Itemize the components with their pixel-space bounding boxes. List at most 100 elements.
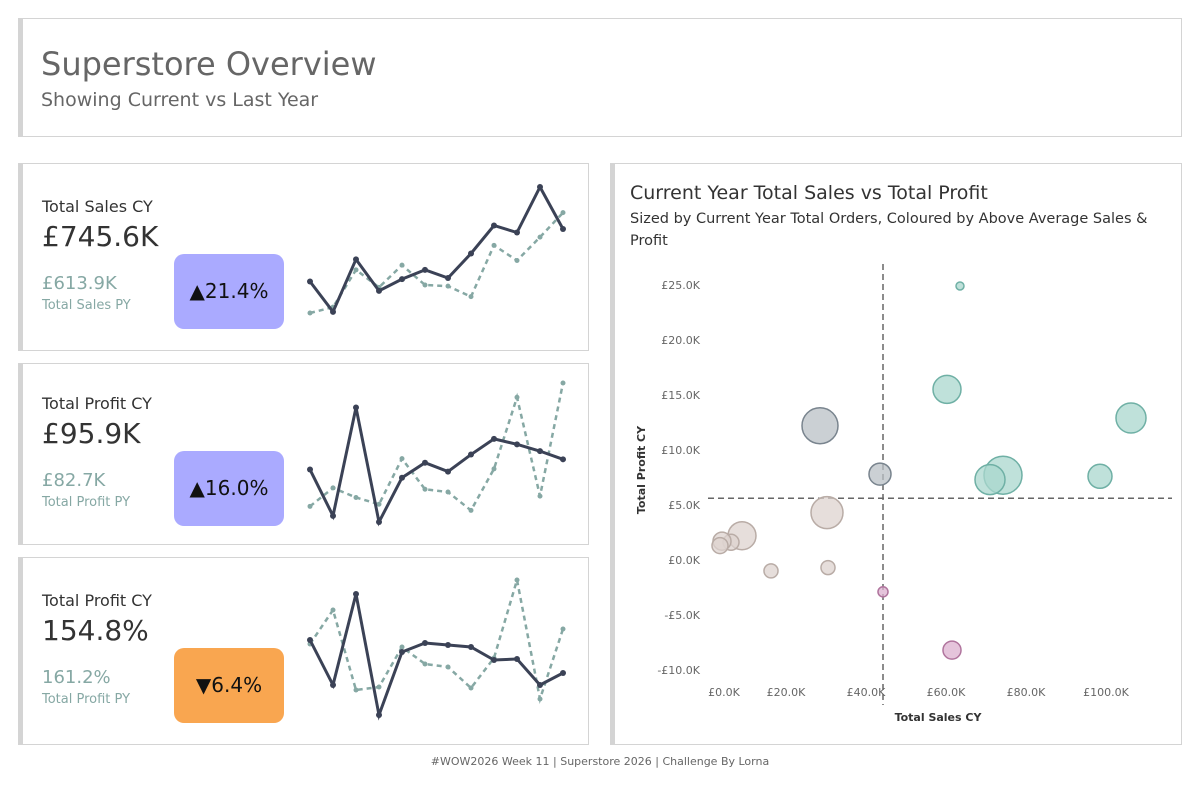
sparkline-dot bbox=[307, 637, 313, 643]
sparkline-dot bbox=[422, 640, 428, 646]
sparkline-dot bbox=[376, 519, 382, 525]
sparkline-dot bbox=[560, 210, 566, 216]
sparkline-dot bbox=[468, 507, 474, 513]
sparkline-dot bbox=[307, 503, 313, 509]
sparkline-dot bbox=[376, 712, 382, 718]
sparkline-dot bbox=[399, 456, 405, 462]
sparkline-dot bbox=[537, 234, 543, 240]
bubble bbox=[801, 406, 839, 445]
sparkline-dot bbox=[353, 591, 359, 597]
x-tick-label: £20.0K bbox=[767, 686, 806, 699]
sparkline-dot bbox=[399, 649, 405, 655]
page-subtitle: Showing Current vs Last Year bbox=[41, 89, 319, 111]
bubble bbox=[932, 374, 962, 405]
sparkline-dot bbox=[537, 696, 543, 702]
kpi-label: Total Sales CY bbox=[42, 197, 153, 216]
sparkline-dot bbox=[422, 486, 428, 492]
sparkline-dot bbox=[376, 684, 382, 690]
sparkline-dot bbox=[422, 266, 428, 273]
sparkline-dot bbox=[330, 607, 336, 613]
sparkline-dot bbox=[307, 278, 313, 285]
sparkline-dot bbox=[445, 283, 451, 289]
sparkline-dot bbox=[330, 485, 336, 491]
sparkline-dot bbox=[422, 661, 428, 667]
sparkline-dot bbox=[468, 250, 474, 257]
sparkline-dot bbox=[514, 258, 520, 263]
sparkline-dot bbox=[330, 682, 336, 688]
sparkline bbox=[308, 593, 564, 721]
sparkline-dot bbox=[491, 657, 497, 663]
sparkline-dot bbox=[307, 310, 313, 316]
sparkline-dot bbox=[330, 512, 336, 519]
sparkline-dot bbox=[514, 577, 520, 583]
kpi-py-label: Total Profit PY bbox=[42, 692, 131, 707]
sparkline-dot bbox=[514, 229, 520, 236]
bubble bbox=[820, 559, 836, 576]
scatter-card bbox=[610, 163, 1182, 745]
kpi-value: £95.9K bbox=[42, 417, 141, 450]
y-tick-label: £5.0K bbox=[668, 499, 700, 512]
sparkline-dot bbox=[560, 226, 566, 232]
bubble bbox=[1087, 463, 1113, 490]
sparkline-dot bbox=[537, 184, 543, 190]
kpi-py-label: Total Profit PY bbox=[42, 495, 131, 510]
sparkline-dot bbox=[376, 287, 382, 294]
sparkline-dot bbox=[422, 459, 428, 466]
y-tick-label: £0.0K bbox=[668, 554, 700, 567]
sparkline-dot bbox=[445, 468, 451, 475]
sparkline-dot bbox=[353, 256, 359, 263]
sparkline-dot bbox=[376, 501, 382, 507]
change-badge: ▲21.4% bbox=[174, 254, 284, 329]
bubble bbox=[1115, 402, 1147, 434]
bubble bbox=[877, 586, 889, 598]
sparkline bbox=[308, 183, 565, 315]
chart-subtitle: Sized by Current Year Total Orders, Colo… bbox=[630, 211, 1148, 249]
bubble bbox=[810, 495, 844, 530]
y-tick-label: £20.0K bbox=[661, 334, 700, 347]
x-tick-label: £60.0K bbox=[927, 686, 966, 699]
bubble bbox=[955, 281, 965, 291]
sparkline-dot bbox=[468, 644, 474, 650]
sparkline-dot bbox=[330, 308, 336, 315]
sparkline-dot bbox=[491, 222, 497, 229]
kpi-value: £745.6K bbox=[42, 220, 159, 253]
kpi-py-label: Total Sales PY bbox=[42, 298, 131, 313]
sparkline-dot bbox=[399, 644, 405, 650]
sparkline-dot bbox=[353, 687, 359, 693]
kpi-card bbox=[18, 557, 589, 745]
y-tick-label: £25.0K bbox=[661, 279, 700, 292]
y-axis-label: Total Profit CY bbox=[635, 425, 648, 514]
sparkline-dot bbox=[560, 626, 566, 632]
page-title: Superstore Overview bbox=[41, 45, 377, 83]
x-tick-label: £100.0K bbox=[1083, 686, 1129, 699]
sparkline-dot bbox=[399, 262, 405, 268]
sparkline-dot bbox=[445, 489, 451, 495]
sparkline-dot bbox=[468, 294, 474, 300]
sparkline-dot bbox=[537, 448, 543, 455]
sparkline-dot bbox=[514, 441, 520, 448]
sparkline-dot bbox=[445, 275, 451, 281]
sparkline-dot bbox=[514, 394, 520, 400]
x-axis-label: Total Sales CY bbox=[895, 711, 983, 724]
sparkline-dot bbox=[353, 267, 359, 273]
sparkline-dot bbox=[353, 404, 359, 411]
sparkline-dot bbox=[491, 435, 497, 442]
sparkline-dot bbox=[491, 466, 497, 472]
kpi-label: Total Profit CY bbox=[42, 591, 152, 610]
sparkline-dot bbox=[514, 656, 520, 662]
bubble bbox=[868, 462, 892, 486]
kpi-py-value: £82.7K bbox=[42, 470, 106, 491]
sparkline bbox=[309, 211, 564, 315]
y-tick-label: £10.0K bbox=[661, 444, 700, 457]
y-tick-label: -£10.0K bbox=[657, 664, 700, 677]
change-badge: ▲16.0% bbox=[174, 451, 284, 526]
y-tick-label: £15.0K bbox=[661, 389, 700, 402]
bubble bbox=[942, 640, 962, 660]
sparkline-dot bbox=[468, 685, 474, 691]
bubble bbox=[974, 463, 1006, 496]
chart-title: Current Year Total Sales vs Total Profit bbox=[630, 182, 988, 204]
sparkline-dot bbox=[353, 494, 359, 500]
kpi-value: 154.8% bbox=[42, 614, 149, 647]
sparkline-dot bbox=[445, 642, 451, 648]
